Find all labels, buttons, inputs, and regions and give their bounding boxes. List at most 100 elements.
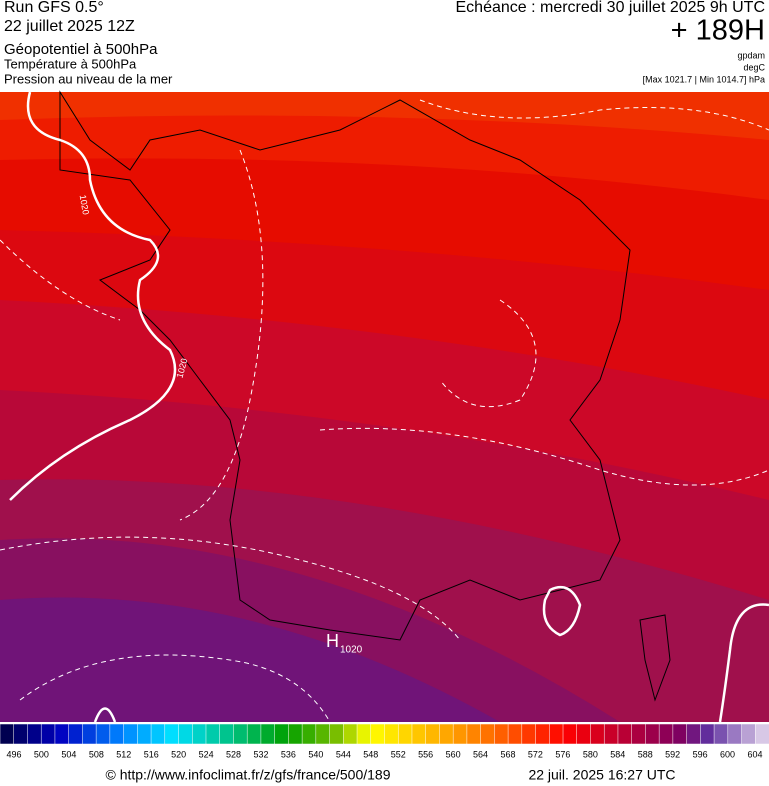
- colorbar-label: 496: [6, 749, 21, 759]
- colorbar-swatch: [507, 723, 523, 745]
- colorbar-label: 528: [226, 749, 241, 759]
- colorbar-swatch: [535, 723, 551, 745]
- colorbar-swatch: [549, 723, 564, 745]
- colorbar-swatch: [82, 723, 97, 745]
- colorbar-label: 556: [418, 749, 433, 759]
- colorbar: 496 500 504 508 512 516 520 524 528 532 536 540 544 5…: [0, 723, 769, 759]
- colorbar-swatch: [425, 723, 441, 745]
- colorbar-label: 536: [281, 749, 296, 759]
- colorbar-label: 576: [555, 749, 570, 759]
- colorbar-label: 512: [116, 749, 131, 759]
- corsica: [639, 614, 671, 702]
- colorbar-swatch: [672, 723, 688, 745]
- field-pressure: Pression au niveau de la mer: [4, 71, 173, 86]
- isobar-label: 1020: [78, 194, 91, 215]
- coastline: [59, 90, 631, 641]
- colorbar-label: 540: [308, 749, 323, 759]
- colorbar-label: 600: [720, 749, 735, 759]
- colorbar-swatch: [713, 723, 729, 745]
- colorbar-swatch: [301, 723, 317, 745]
- dashed-contours: [0, 99, 769, 723]
- colorbar-label: 516: [144, 749, 159, 759]
- colorbar-swatch: [658, 723, 674, 745]
- colorbar-swatch: [123, 723, 139, 745]
- colorbar-swatch: [178, 723, 193, 745]
- colorbar-label: 596: [693, 749, 708, 759]
- unit-degc: degC: [743, 62, 765, 72]
- colorbar-label: 524: [199, 749, 214, 759]
- high-value: 1020: [340, 645, 363, 656]
- run-title: Run GFS 0.5°: [4, 0, 104, 16]
- valid-time: Echéance : mercredi 30 juillet 2025 9h U…: [456, 0, 766, 16]
- colorbar-swatch: [397, 723, 413, 745]
- colorbar-label: 604: [747, 749, 762, 759]
- colorbar-swatch: [164, 723, 180, 745]
- colorbar-swatch: [27, 723, 42, 745]
- colorbar-swatch: [576, 723, 592, 745]
- colorbar-swatch: [480, 723, 496, 745]
- colorbar-swatch: [617, 723, 633, 745]
- colorbar-swatch: [0, 723, 15, 745]
- colorbar-label: 580: [583, 749, 598, 759]
- colorbar-swatch: [274, 723, 290, 745]
- colorbar-swatch: [521, 723, 537, 745]
- run-date: 22 juillet 2025 12Z: [4, 18, 135, 35]
- lead-time: + 189H: [671, 15, 765, 47]
- colorbar-swatch: [260, 723, 276, 745]
- colorbar-label: 560: [446, 749, 461, 759]
- colorbar-swatch: [741, 723, 757, 745]
- colorbar-label: 568: [500, 749, 515, 759]
- colorbar-swatch: [205, 723, 221, 745]
- colorbar-swatch: [645, 723, 660, 745]
- colorbar-swatch: [727, 723, 743, 745]
- pressure-range: [Max 1021.7 | Min 1014.7] hPa: [643, 74, 765, 84]
- high-marker: H: [326, 631, 339, 651]
- colorbar-swatch: [150, 723, 166, 745]
- colorbar-swatch: [233, 723, 248, 745]
- colorbar-swatch: [452, 723, 468, 745]
- colorbar-swatch: [466, 723, 482, 745]
- colorbar-label: 552: [391, 749, 406, 759]
- colorbar-swatch: [68, 723, 84, 745]
- colorbar-swatch: [246, 723, 262, 745]
- isobar: [9, 91, 177, 501]
- colorbar-swatch: [192, 723, 207, 745]
- isobar: [93, 707, 117, 723]
- colorbar-swatch: [329, 723, 345, 745]
- unit-gpdam: gpdam: [737, 50, 765, 60]
- colorbar-label: 520: [171, 749, 186, 759]
- colorbar-swatch: [13, 723, 29, 745]
- colorbar-swatch: [384, 723, 399, 745]
- colorbar-label: 532: [253, 749, 268, 759]
- colorbar-swatch: [686, 723, 702, 745]
- colorbar-swatch: [95, 723, 111, 745]
- colorbar-swatch: [590, 723, 605, 745]
- isobar: [718, 603, 769, 723]
- colorbar-swatch: [54, 723, 70, 745]
- map: 1020 1020 H 1020: [0, 90, 769, 723]
- colorbar-swatch: [40, 723, 56, 745]
- colorbar-swatch: [219, 723, 235, 745]
- colorbar-swatch: [356, 723, 372, 745]
- colorbar-swatch: [494, 723, 509, 745]
- isobar: [542, 585, 582, 637]
- colorbar-swatch: [109, 723, 125, 745]
- colorbar-label: 572: [528, 749, 543, 759]
- colorbar-swatch: [631, 723, 647, 745]
- colorbar-swatch: [603, 723, 619, 745]
- colorbar-swatch: [562, 723, 578, 745]
- colorbar-swatch: [288, 723, 303, 745]
- colorbar-swatch: [370, 723, 386, 745]
- colorbar-label: 500: [34, 749, 49, 759]
- colorbar-label: 592: [665, 749, 680, 759]
- colorbar-swatch: [700, 723, 715, 745]
- field-geopotential: Géopotentiel à 500hPa: [4, 41, 158, 58]
- field-temperature: Température à 500hPa: [4, 56, 137, 71]
- colorbar-label: 548: [363, 749, 378, 759]
- colorbar-label: 588: [638, 749, 653, 759]
- colorbar-swatch: [137, 723, 152, 745]
- colorbar-label: 544: [336, 749, 351, 759]
- footer-source: © http://www.infoclimat.fr/z/gfs/france/…: [106, 767, 391, 783]
- colorbar-swatch: [411, 723, 427, 745]
